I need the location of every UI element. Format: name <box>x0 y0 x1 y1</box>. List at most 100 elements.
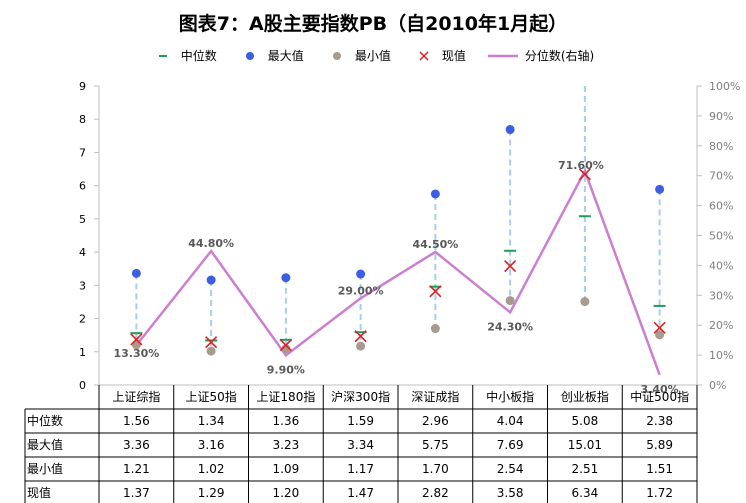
legend-label-max: 最大值 <box>267 49 304 63</box>
legend-item-min: 最小值 <box>326 47 391 64</box>
percentile-data-label: 44.80% <box>188 237 234 250</box>
current-mark <box>504 259 517 273</box>
current-mark <box>279 339 292 352</box>
table-cell: 1.29 <box>198 486 225 500</box>
category-label: 沪深300指 <box>331 389 390 404</box>
min-point <box>430 324 440 334</box>
max-point <box>281 273 291 283</box>
y-tick-label-left: 5 <box>79 213 86 226</box>
table-row-header: 最大值 <box>27 437 63 452</box>
category-label: 中证500指 <box>630 389 689 404</box>
table-cell: 4.04 <box>497 414 524 428</box>
max-point <box>430 189 440 199</box>
table-cell: 1.20 <box>273 486 300 500</box>
table-row-header: 最小值 <box>27 461 63 476</box>
y-tick-label-right: 90% <box>709 110 733 123</box>
table-cell: 1.56 <box>123 414 150 428</box>
percentile-data-label: 9.90% <box>267 363 305 376</box>
y-tick-label-left: 2 <box>79 313 86 326</box>
table-cell: 1.70 <box>422 462 449 476</box>
table-cell: 3.36 <box>123 438 150 452</box>
y-tick-label-right: 60% <box>709 200 733 213</box>
y-tick-label-left: 1 <box>79 346 86 359</box>
table-cell: 6.34 <box>572 486 599 500</box>
y-tick-label-right: 100% <box>709 80 740 93</box>
table-cell: 2.38 <box>646 414 673 428</box>
table-cell: 2.96 <box>422 414 449 428</box>
y-tick-label-right: 30% <box>709 289 733 302</box>
legend-line-icon <box>487 50 518 62</box>
legend: 中位数 最大值 最小值 现值 分位数(右轴) <box>0 47 746 64</box>
min-point <box>356 341 366 351</box>
max-point <box>655 184 665 194</box>
legend-x-icon <box>413 50 435 62</box>
percentile-data-label: 3.40% <box>641 383 679 396</box>
y-tick-label-right: 10% <box>709 349 733 362</box>
max-point <box>356 269 366 279</box>
current-mark <box>130 333 143 346</box>
min-point <box>505 296 515 306</box>
y-tick-label-right: 0% <box>709 379 726 392</box>
current-mark <box>578 168 591 181</box>
table-cell: 1.36 <box>273 414 300 428</box>
legend-label-percentile: 分位数(右轴) <box>524 49 595 63</box>
percentile-data-label: 29.00% <box>338 284 384 297</box>
legend-item-median: 中位数 <box>152 47 217 64</box>
legend-item-current: 现值 <box>413 47 466 64</box>
y-tick-label-left: 7 <box>79 146 86 159</box>
category-label: 中小板指 <box>486 389 534 404</box>
table-cell: 7.69 <box>497 438 524 452</box>
min-point <box>206 346 216 356</box>
legend-label-min: 最小值 <box>354 49 391 63</box>
category-label: 上证50指 <box>185 389 236 404</box>
table-row-header: 中位数 <box>27 413 63 428</box>
current-mark <box>354 330 367 343</box>
table-cell: 1.21 <box>123 462 150 476</box>
table-cell: 2.54 <box>497 462 524 476</box>
table-cell: 3.58 <box>497 486 524 500</box>
legend-label-median: 中位数 <box>180 49 217 63</box>
y-tick-label-left: 9 <box>79 80 86 93</box>
table-cell: 3.34 <box>347 438 374 452</box>
current-mark <box>429 285 442 298</box>
max-point <box>206 275 216 285</box>
max-point <box>505 125 515 135</box>
legend-dash-icon <box>152 50 174 62</box>
category-label: 深证成指 <box>411 389 459 404</box>
chart-title: 图表7：A股主要指数PB（自2010年1月起） <box>178 13 568 35</box>
y-tick-label-left: 6 <box>79 180 86 193</box>
y-tick-label-left: 3 <box>79 279 86 292</box>
table-cell: 1.51 <box>646 462 673 476</box>
table-cell: 1.34 <box>198 414 225 428</box>
table-cell: 3.16 <box>198 438 225 452</box>
y-tick-label-right: 40% <box>709 259 733 272</box>
y-tick-label-right: 50% <box>709 230 733 243</box>
table-row-header: 现值 <box>27 485 51 500</box>
legend-dot-icon <box>239 50 261 62</box>
y-tick-label-left: 8 <box>79 113 86 126</box>
legend-item-percentile: 分位数(右轴) <box>487 47 595 64</box>
table-cell: 2.82 <box>422 486 449 500</box>
y-tick-label-left: 4 <box>79 246 86 259</box>
min-point <box>580 297 590 307</box>
table-cell: 2.51 <box>572 462 599 476</box>
table-cell: 1.37 <box>123 486 150 500</box>
y-tick-label-right: 20% <box>709 319 733 332</box>
table-cell: 1.72 <box>646 486 673 500</box>
table-cell: 5.75 <box>422 438 449 452</box>
table-cell: 5.08 <box>572 414 599 428</box>
table-cell: 15.01 <box>568 438 602 452</box>
min-point <box>655 330 665 340</box>
legend-dot-icon <box>326 50 348 62</box>
table-cell: 1.02 <box>198 462 225 476</box>
legend-label-current: 现值 <box>441 49 466 63</box>
current-mark <box>205 336 218 349</box>
percentile-line <box>135 167 661 376</box>
percentile-data-label: 44.50% <box>412 238 458 251</box>
percentile-data-label: 24.30% <box>487 320 533 333</box>
table-cell: 1.09 <box>273 462 300 476</box>
category-label: 上证180指 <box>256 389 315 404</box>
percentile-data-label: 13.30% <box>113 347 159 360</box>
table-cell: 3.23 <box>273 438 300 452</box>
